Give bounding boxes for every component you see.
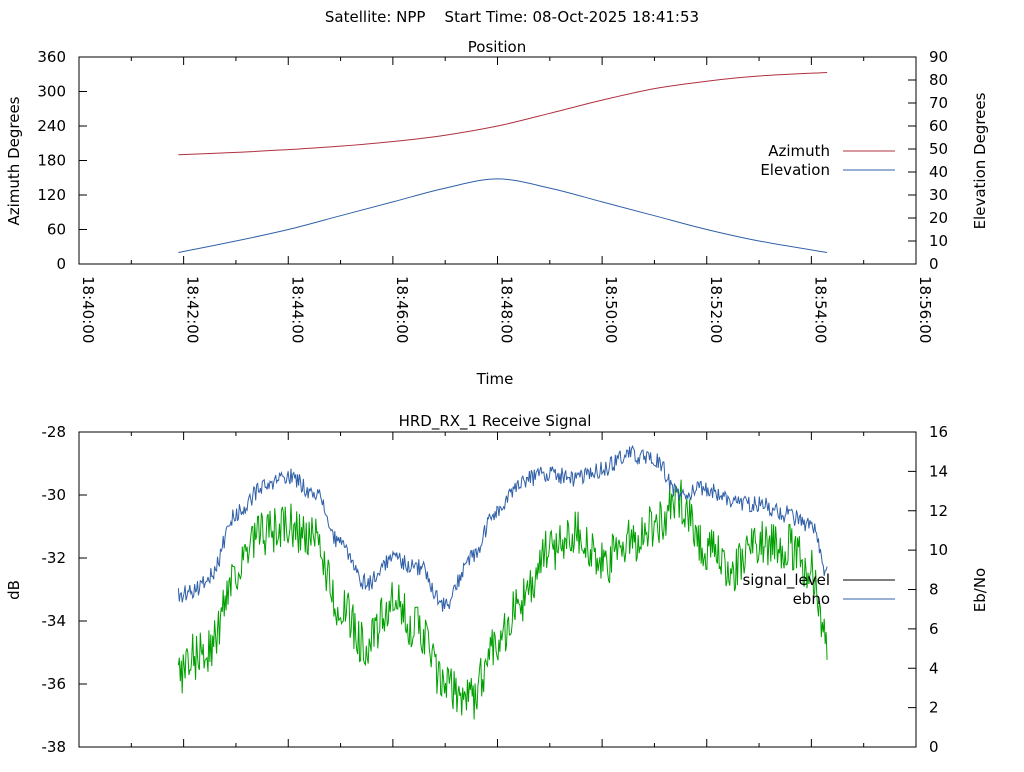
signal-tick-labels: -38 -36 -34 -32 -30 -28 0 2 4 6 8 10 12 14 16 bbox=[42, 423, 949, 756]
position-y2-tick-label: 90 bbox=[929, 48, 948, 66]
legend-label-azimuth: Azimuth bbox=[768, 142, 830, 160]
figure-header: Satellite: NPP Start Time: 08-Oct-2025 1… bbox=[325, 8, 699, 26]
signal-y2-tick-label: 10 bbox=[929, 541, 948, 559]
series-line-signal-level bbox=[177, 444, 828, 612]
position-y2-tick-label: 50 bbox=[929, 140, 948, 158]
signal-axis-ticks bbox=[78, 431, 917, 748]
position-series-group bbox=[178, 72, 828, 253]
signal-plot-frame bbox=[78, 431, 917, 748]
signal-y-tick-label: -38 bbox=[42, 738, 67, 756]
position-x-tick-label: 18:44:00 bbox=[288, 276, 306, 343]
position-y-tick-label: 120 bbox=[37, 186, 66, 204]
position-y-tick-label: 240 bbox=[37, 117, 66, 135]
signal-series-group bbox=[177, 444, 828, 720]
signal-y2-tick-label: 6 bbox=[929, 620, 939, 638]
signal-y2-tick-label: 4 bbox=[929, 659, 939, 677]
signal-y-tick-label: -32 bbox=[42, 549, 67, 567]
signal-y2-tick-label: 16 bbox=[929, 423, 948, 441]
signal-y-tick-label: -30 bbox=[42, 486, 67, 504]
position-y-tick-label: 300 bbox=[37, 83, 66, 101]
position-y-tick-label: 180 bbox=[37, 152, 66, 170]
position-y-tick-label: 0 bbox=[56, 255, 66, 273]
position-y2-tick-label: 20 bbox=[929, 209, 948, 227]
position-y2-axis-label: Elevation Degrees bbox=[971, 92, 989, 229]
position-y-tick-label: 60 bbox=[47, 221, 66, 239]
position-x-tick-label: 18:46:00 bbox=[393, 276, 411, 343]
position-x-tick-label: 18:48:00 bbox=[498, 276, 516, 343]
legend-label-signal-level: signal_level bbox=[742, 571, 830, 590]
position-x-tick-label: 18:54:00 bbox=[811, 276, 829, 343]
series-line-ebno bbox=[177, 479, 828, 720]
position-x-tick-label: 18:50:00 bbox=[602, 276, 620, 343]
position-y2-tick-label: 40 bbox=[929, 163, 948, 181]
signal-y-tick-label: -34 bbox=[42, 612, 67, 630]
signal-y2-axis-label: Eb/No bbox=[971, 568, 989, 612]
position-x-tick-label: 18:52:00 bbox=[707, 276, 725, 343]
position-y2-tick-label: 70 bbox=[929, 94, 948, 112]
position-y2-tick-label: 0 bbox=[929, 255, 939, 273]
legend-label-elevation: Elevation bbox=[760, 161, 830, 179]
signal-y2-tick-label: 0 bbox=[929, 738, 939, 756]
signal-chart-title: HRD_RX_1 Receive Signal bbox=[399, 412, 592, 431]
series-line-azimuth bbox=[178, 72, 828, 156]
position-y-axis-label: Azimuth Degrees bbox=[5, 96, 23, 225]
signal-y2-tick-label: 14 bbox=[929, 462, 948, 480]
position-x-tick-label: 18:56:00 bbox=[916, 276, 934, 343]
signal-y-tick-label: -28 bbox=[42, 423, 67, 441]
position-y2-tick-label: 10 bbox=[929, 232, 948, 250]
signal-legend: signal_level ebno bbox=[742, 571, 895, 608]
signal-y2-tick-label: 8 bbox=[929, 581, 939, 599]
position-x-tick-label: 18:40:00 bbox=[79, 276, 97, 343]
signal-y-tick-label: -36 bbox=[42, 675, 67, 693]
position-y2-tick-label: 80 bbox=[929, 71, 948, 89]
position-axis-ticks bbox=[78, 56, 917, 265]
position-y-tick-label: 360 bbox=[37, 48, 66, 66]
position-x-axis-label: Time bbox=[476, 370, 514, 388]
position-y2-tick-label: 60 bbox=[929, 117, 948, 135]
legend-label-ebno: ebno bbox=[793, 590, 830, 608]
signal-y-axis-label: dB bbox=[5, 580, 23, 600]
position-chart-title: Position bbox=[468, 38, 526, 56]
signal-y2-tick-label: 12 bbox=[929, 502, 948, 520]
signal-y2-tick-label: 2 bbox=[929, 699, 939, 717]
series-line-elevation bbox=[178, 178, 828, 253]
position-tick-labels: 18:40:00 18:42:00 18:44:00 18:46:00 18:48:00… bbox=[37, 48, 948, 343]
position-x-tick-label: 18:42:00 bbox=[184, 276, 202, 343]
position-legend: Azimuth Elevation bbox=[760, 142, 895, 179]
position-y2-tick-label: 30 bbox=[929, 186, 948, 204]
